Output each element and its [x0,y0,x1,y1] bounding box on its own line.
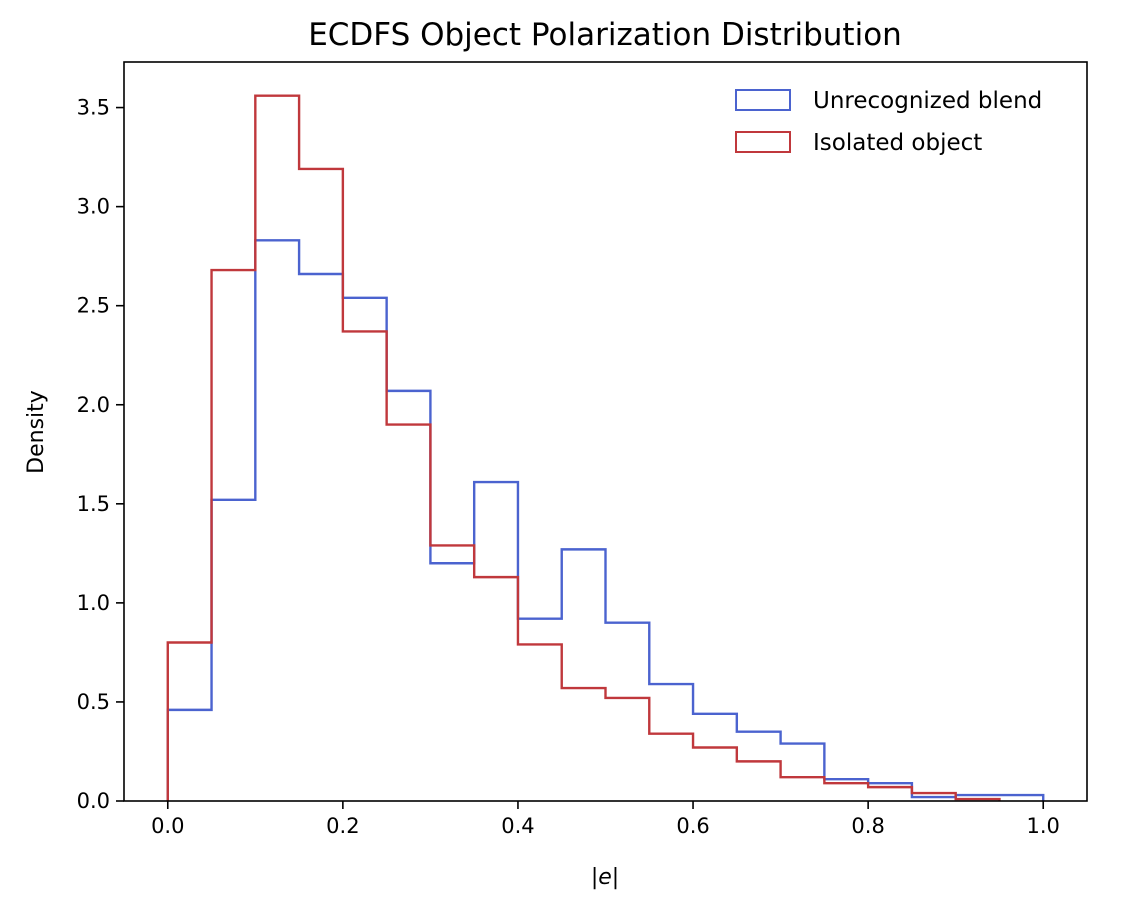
legend: Unrecognized blend Isolated object [735,88,1042,156]
x-tick-label: 0.4 [501,814,534,838]
legend-swatch-isolated-object [735,131,791,153]
series-layer [166,94,1045,801]
series-unrecognized-blend-step-line [166,239,1045,801]
y-tick-label: 0.0 [77,789,110,813]
y-tick-label: 3.5 [77,96,110,120]
plot-frame [123,61,1088,802]
y-tick-label: 2.0 [77,393,110,417]
y-tick-label: 0.5 [77,690,110,714]
x-tick-label: 0.2 [326,814,359,838]
x-tick-label: 0.6 [676,814,709,838]
x-tick-label: 0.8 [851,814,884,838]
y-tick-label: 2.5 [77,294,110,318]
plot-area [124,62,1087,801]
y-axis-label: Density [24,390,49,474]
legend-label-unrecognized-blend: Unrecognized blend [813,88,1042,114]
y-tick-label: 3.0 [77,195,110,219]
x-axis-label: |e| [591,865,619,890]
x-tick-label: 1.0 [1027,814,1060,838]
legend-label-isolated-object: Isolated object [813,130,982,156]
y-tick-label: 1.5 [77,492,110,516]
series-isolated-object-step-line [166,94,1001,801]
x-axis-ticks: 0.0 0.2 0.4 0.6 0.8 1.0 [151,801,1060,838]
y-axis-ticks: 0.0 0.5 1.0 1.5 2.0 2.5 3.0 3.5 [77,96,124,813]
chart-title: ECDFS Object Polarization Distribution [308,17,902,53]
y-tick-label: 1.0 [77,591,110,615]
legend-swatch-unrecognized-blend [735,89,791,111]
x-tick-label: 0.0 [151,814,184,838]
